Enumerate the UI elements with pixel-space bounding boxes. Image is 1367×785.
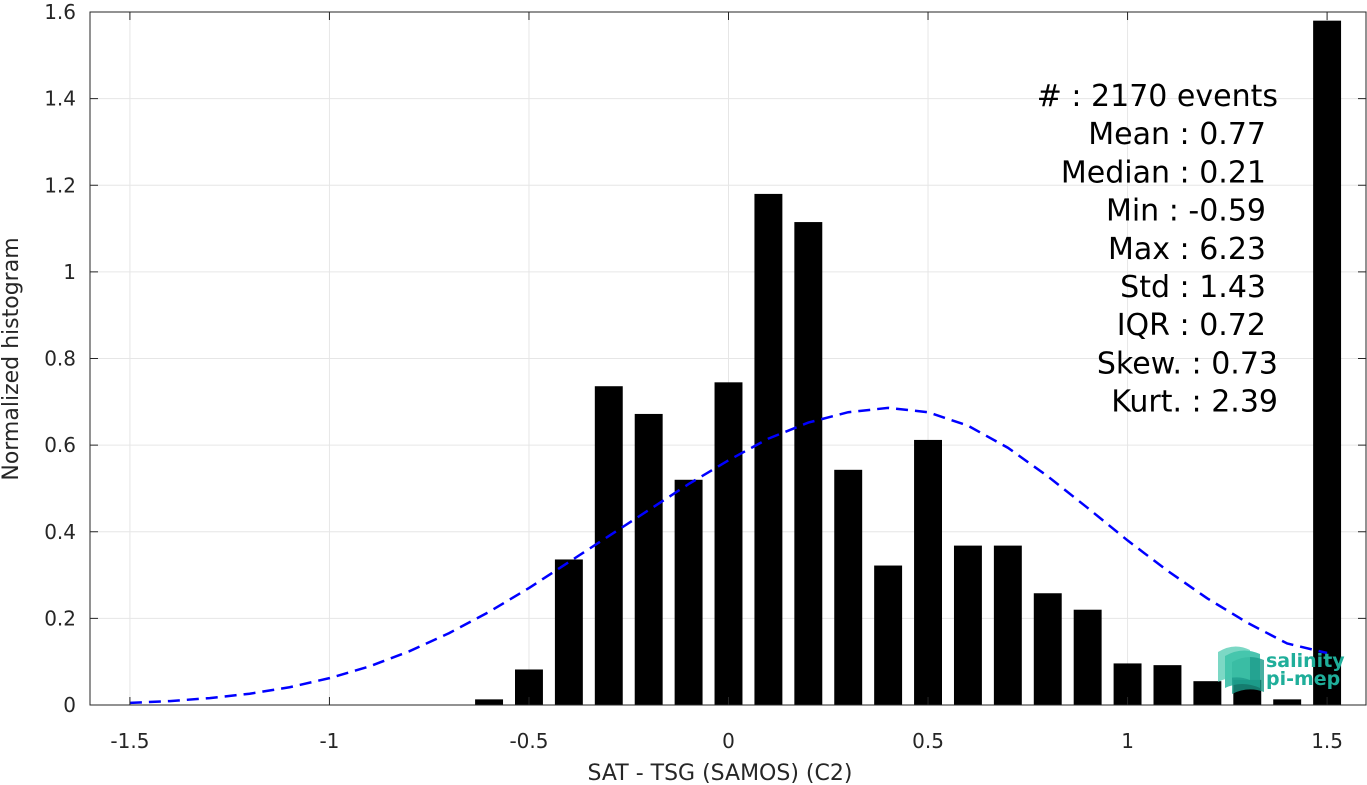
y-tick-label-0: 0	[63, 693, 76, 717]
histogram-bar-13	[993, 545, 1022, 705]
stat-line-7: Skew. : 0.73	[1097, 346, 1278, 381]
histogram-bar-18	[1193, 681, 1222, 705]
y-tick-label-4: 0.8	[44, 347, 76, 371]
tick-labels: -1.5 -1 -0.5 0 0.5 1 1.5 0 0.2 0.4 0.6 0.8 1 1.2 1.4 1.…	[44, 0, 1343, 753]
x-tick-label-0: -1.5	[110, 729, 149, 753]
y-tick-label-8: 1.6	[44, 0, 76, 24]
histogram-bar-6	[714, 382, 743, 705]
histogram-bar-5	[674, 479, 703, 705]
salinity-pi-mep-logo: salinity pi-mep	[1218, 646, 1345, 694]
stat-line-4: Max : 6.23	[1108, 232, 1266, 267]
x-tick-label-1: -1	[319, 729, 339, 753]
y-tick-label-7: 1.4	[44, 87, 76, 111]
x-tick-label-2: -0.5	[509, 729, 548, 753]
histogram-bar-21	[1313, 20, 1342, 706]
x-tick-label-3: 0	[722, 729, 735, 753]
fit-curve-group	[129, 406, 1328, 705]
stat-line-3: Min : -0.59	[1106, 194, 1266, 229]
logo-text-pi-mep: pi-mep	[1266, 668, 1340, 690]
histogram-bar-4	[634, 413, 663, 705]
x-tick-label-4: 0.5	[912, 729, 944, 753]
y-axis-title: Normalized histogram	[0, 237, 24, 480]
logo-text-salinity: salinity	[1266, 650, 1345, 672]
histogram-bar-20	[1273, 699, 1302, 705]
y-tick-label-3: 0.6	[44, 433, 76, 457]
histogram-bar-2	[554, 559, 583, 705]
histogram-bars	[475, 20, 1342, 706]
x-tick-label-5: 1	[1121, 729, 1134, 753]
histogram-bar-12	[953, 545, 982, 705]
stat-line-5: Std : 1.43	[1120, 270, 1266, 305]
wave-logo-icon	[1218, 646, 1264, 694]
stat-line-6: IQR : 0.72	[1117, 308, 1266, 343]
histogram-bar-10	[874, 565, 903, 705]
y-tick-label-5: 1	[63, 260, 76, 284]
histogram-bar-9	[834, 469, 863, 705]
stat-line-1: Mean : 0.77	[1088, 117, 1266, 152]
x-tick-label-6: 1.5	[1311, 729, 1343, 753]
y-tick-label-6: 1.2	[44, 173, 76, 197]
axis-ticks	[90, 11, 1366, 706]
y-tick-label-2: 0.4	[44, 520, 76, 544]
grid	[90, 11, 1367, 706]
histogram-bar-15	[1073, 609, 1102, 705]
histogram-bar-0	[475, 699, 504, 705]
stat-line-0: # : 2170 events	[1037, 79, 1278, 114]
histogram-bar-3	[594, 386, 623, 705]
histogram-bar-8	[794, 222, 823, 706]
histogram-bar-14	[1033, 593, 1062, 705]
stat-line-2: Median : 0.21	[1061, 155, 1266, 190]
stat-line-8: Kurt. : 2.39	[1111, 385, 1278, 420]
gaussian-fit-curve	[129, 406, 1328, 705]
histogram-bar-11	[914, 439, 942, 705]
y-tick-label-1: 0.2	[44, 606, 76, 630]
histogram-bar-7	[754, 193, 783, 705]
x-axis-title: SAT - TSG (SAMOS) (C2)	[588, 761, 853, 785]
histogram-bar-17	[1153, 665, 1182, 705]
